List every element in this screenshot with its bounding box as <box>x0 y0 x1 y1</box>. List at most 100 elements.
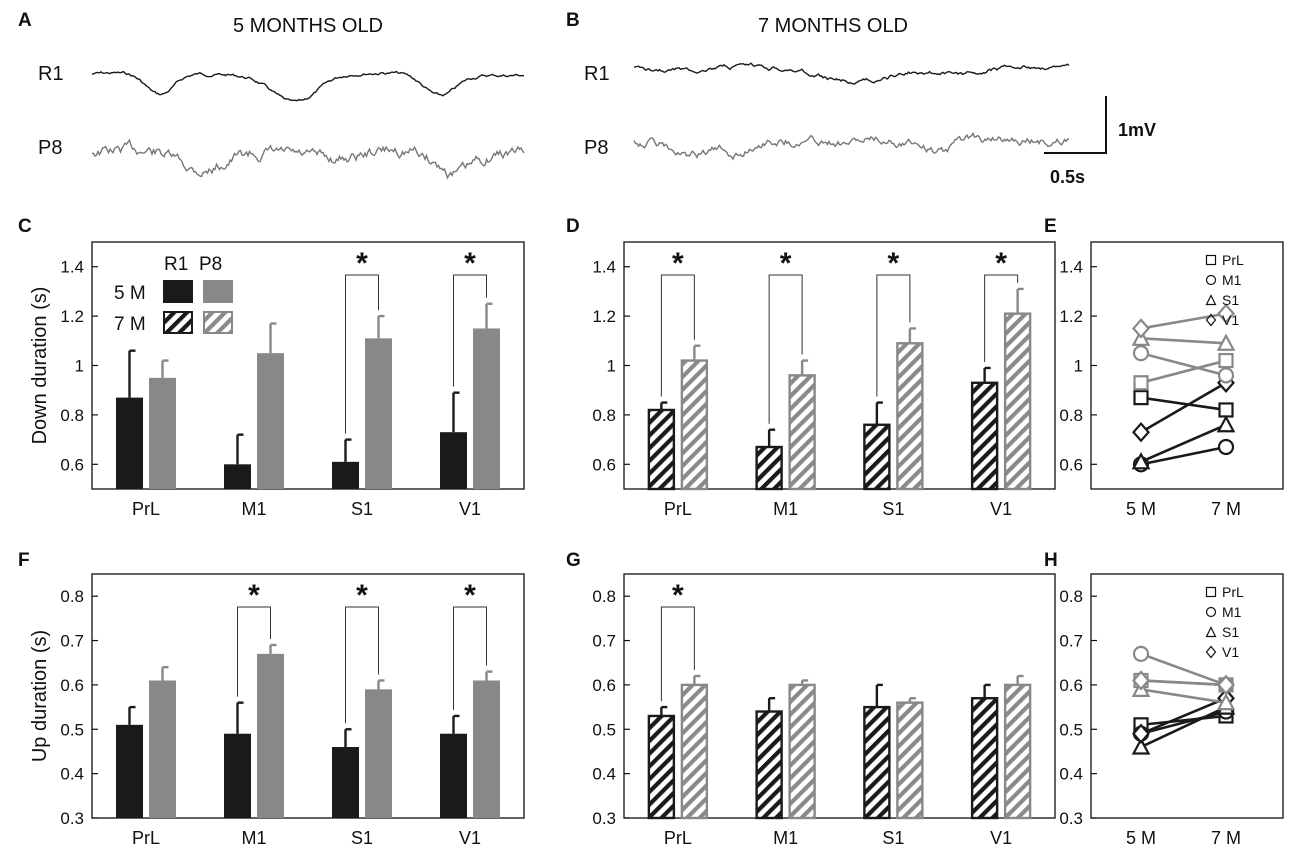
y-tick-label: 0.8 <box>592 406 616 425</box>
chart-g-up-duration-7m: 0.3 0.4 0.5 0.6 0.7 0.8 PrL M1 S1 V1 * <box>592 573 1056 848</box>
y-tick-label: 0.8 <box>1059 587 1083 606</box>
significance-bracket <box>345 606 379 724</box>
y-tick-label: 0.3 <box>592 809 616 828</box>
marker-m1-p8-7m <box>1217 367 1235 384</box>
marker-s1-r1-7m <box>1216 414 1236 433</box>
legend-swatch-p8-5m <box>203 280 233 303</box>
marker-v1-p8-5m <box>1132 670 1150 691</box>
marker-prl-p8-7m <box>1218 352 1234 369</box>
bar-s1-p8 <box>365 338 392 489</box>
bar-prl-p8 <box>149 680 176 818</box>
trace-r1-5m <box>91 70 525 102</box>
bar-m1-r1 <box>755 710 783 820</box>
series-line-prl-r1 <box>1140 396 1227 412</box>
scale-bar <box>1044 96 1107 154</box>
bar-prl-p8 <box>680 683 709 820</box>
y-tick-label: 0.8 <box>592 587 616 606</box>
significance-bracket <box>660 606 695 702</box>
bar-m1-p8 <box>257 653 284 818</box>
legend-row-7m: 7 M <box>114 314 146 335</box>
significance-star: * <box>464 247 476 280</box>
legend-marker-m1 <box>1205 606 1217 618</box>
bar-v1-r1 <box>970 381 999 491</box>
series-line-prl-p8 <box>1140 359 1227 385</box>
bar-prl-p8 <box>149 377 176 489</box>
legend-label-s1: S1 <box>1222 292 1239 308</box>
y-axis-label: Down duration (s) <box>29 287 51 445</box>
panel-letter-b: B <box>566 10 580 31</box>
legend-swatch-p8-7m <box>203 311 233 334</box>
category-label-v1: V1 <box>990 499 1012 519</box>
trace-title-left: 5 MONTHS OLD <box>233 15 383 37</box>
category-label-m1: M1 <box>241 499 266 519</box>
legend-col-r1: R1 <box>164 254 188 275</box>
category-label-s1: S1 <box>882 828 904 848</box>
category-label-prl: PrL <box>132 499 160 519</box>
axes-frame <box>623 573 1056 819</box>
series-line-v1-r1 <box>1140 381 1227 434</box>
bar-v1-r1 <box>440 733 467 818</box>
bar-m1-r1 <box>755 445 783 491</box>
axes-frame <box>91 573 525 819</box>
series-line-m1-r1 <box>1140 710 1227 735</box>
category-label-m1: M1 <box>241 828 266 848</box>
bar-v1-p8 <box>1003 683 1032 820</box>
trace-label-p8-right: P8 <box>584 137 608 159</box>
y-tick-label: 0.6 <box>1059 676 1083 695</box>
significance-star: * <box>672 579 684 612</box>
category-label-m1: M1 <box>773 828 798 848</box>
bar-m1-r1 <box>224 733 251 818</box>
legend-label-v1: V1 <box>1222 644 1239 660</box>
series-line-s1-r1 <box>1140 705 1227 749</box>
panel-letter-f: F <box>18 550 30 571</box>
y-tick-label: 0.6 <box>592 676 616 695</box>
series-line-v1-p8 <box>1140 679 1227 687</box>
bar-m1-r1 <box>224 464 251 489</box>
bar-s1-p8 <box>896 701 924 820</box>
y-tick-label: 0.6 <box>60 676 84 695</box>
legend-marker-m1 <box>1205 274 1217 286</box>
marker-v1-p8-5m <box>1132 318 1150 339</box>
y-tick-label: 1.2 <box>60 307 84 326</box>
panel-letter-a: A <box>18 10 32 31</box>
significance-star: * <box>248 579 260 612</box>
legend-label-v1: V1 <box>1222 312 1239 328</box>
x-label-7m: 7 M <box>1211 828 1241 848</box>
marker-v1-p8-7m <box>1217 303 1235 324</box>
series-line-m1-p8 <box>1140 652 1227 687</box>
category-label-v1: V1 <box>990 828 1012 848</box>
bar-prl-p8 <box>680 359 709 491</box>
category-label-prl: PrL <box>132 828 160 848</box>
y-tick-label: 1.2 <box>1059 307 1083 326</box>
axes-frame <box>1090 573 1284 819</box>
bar-m1-p8 <box>788 683 816 820</box>
category-label-s1: S1 <box>882 499 904 519</box>
significance-star: * <box>888 247 900 280</box>
legend-row-5m: 5 M <box>114 283 146 304</box>
bar-s1-r1 <box>332 747 359 818</box>
bar-s1-p8 <box>365 689 392 818</box>
significance-bracket <box>984 274 1019 362</box>
y-tick-label: 0.8 <box>1059 406 1083 425</box>
legend-label-prl: PrL <box>1222 584 1244 600</box>
legend-swatch-r1-5m <box>163 280 193 303</box>
panel-letter-g: G <box>566 550 581 571</box>
bar-s1-p8 <box>896 342 924 491</box>
trace-label-r1-left: R1 <box>38 63 64 85</box>
bar-prl-r1 <box>647 714 676 820</box>
bar-v1-r1 <box>970 697 999 820</box>
legend-label-s1: S1 <box>1222 624 1239 640</box>
chart-e-down-duration-change: 0.6 0.8 1 1.2 1.4 5 M 7 M PrL M1 S1 V1 <box>1059 241 1284 519</box>
y-tick-label: 1.4 <box>60 258 84 277</box>
bar-m1-p8 <box>788 374 816 491</box>
bar-v1-r1 <box>440 432 467 489</box>
panel-letter-c: C <box>18 216 32 237</box>
y-tick-label: 0.6 <box>592 455 616 474</box>
marker-s1-p8-7m <box>1216 333 1236 351</box>
y-axis-label: Up duration (s) <box>29 630 51 762</box>
category-label-prl: PrL <box>664 828 692 848</box>
series-line-v1-p8 <box>1140 312 1227 330</box>
bar-prl-r1 <box>116 724 143 818</box>
category-label-m1: M1 <box>773 499 798 519</box>
marker-s1-r1-5m <box>1131 452 1151 470</box>
